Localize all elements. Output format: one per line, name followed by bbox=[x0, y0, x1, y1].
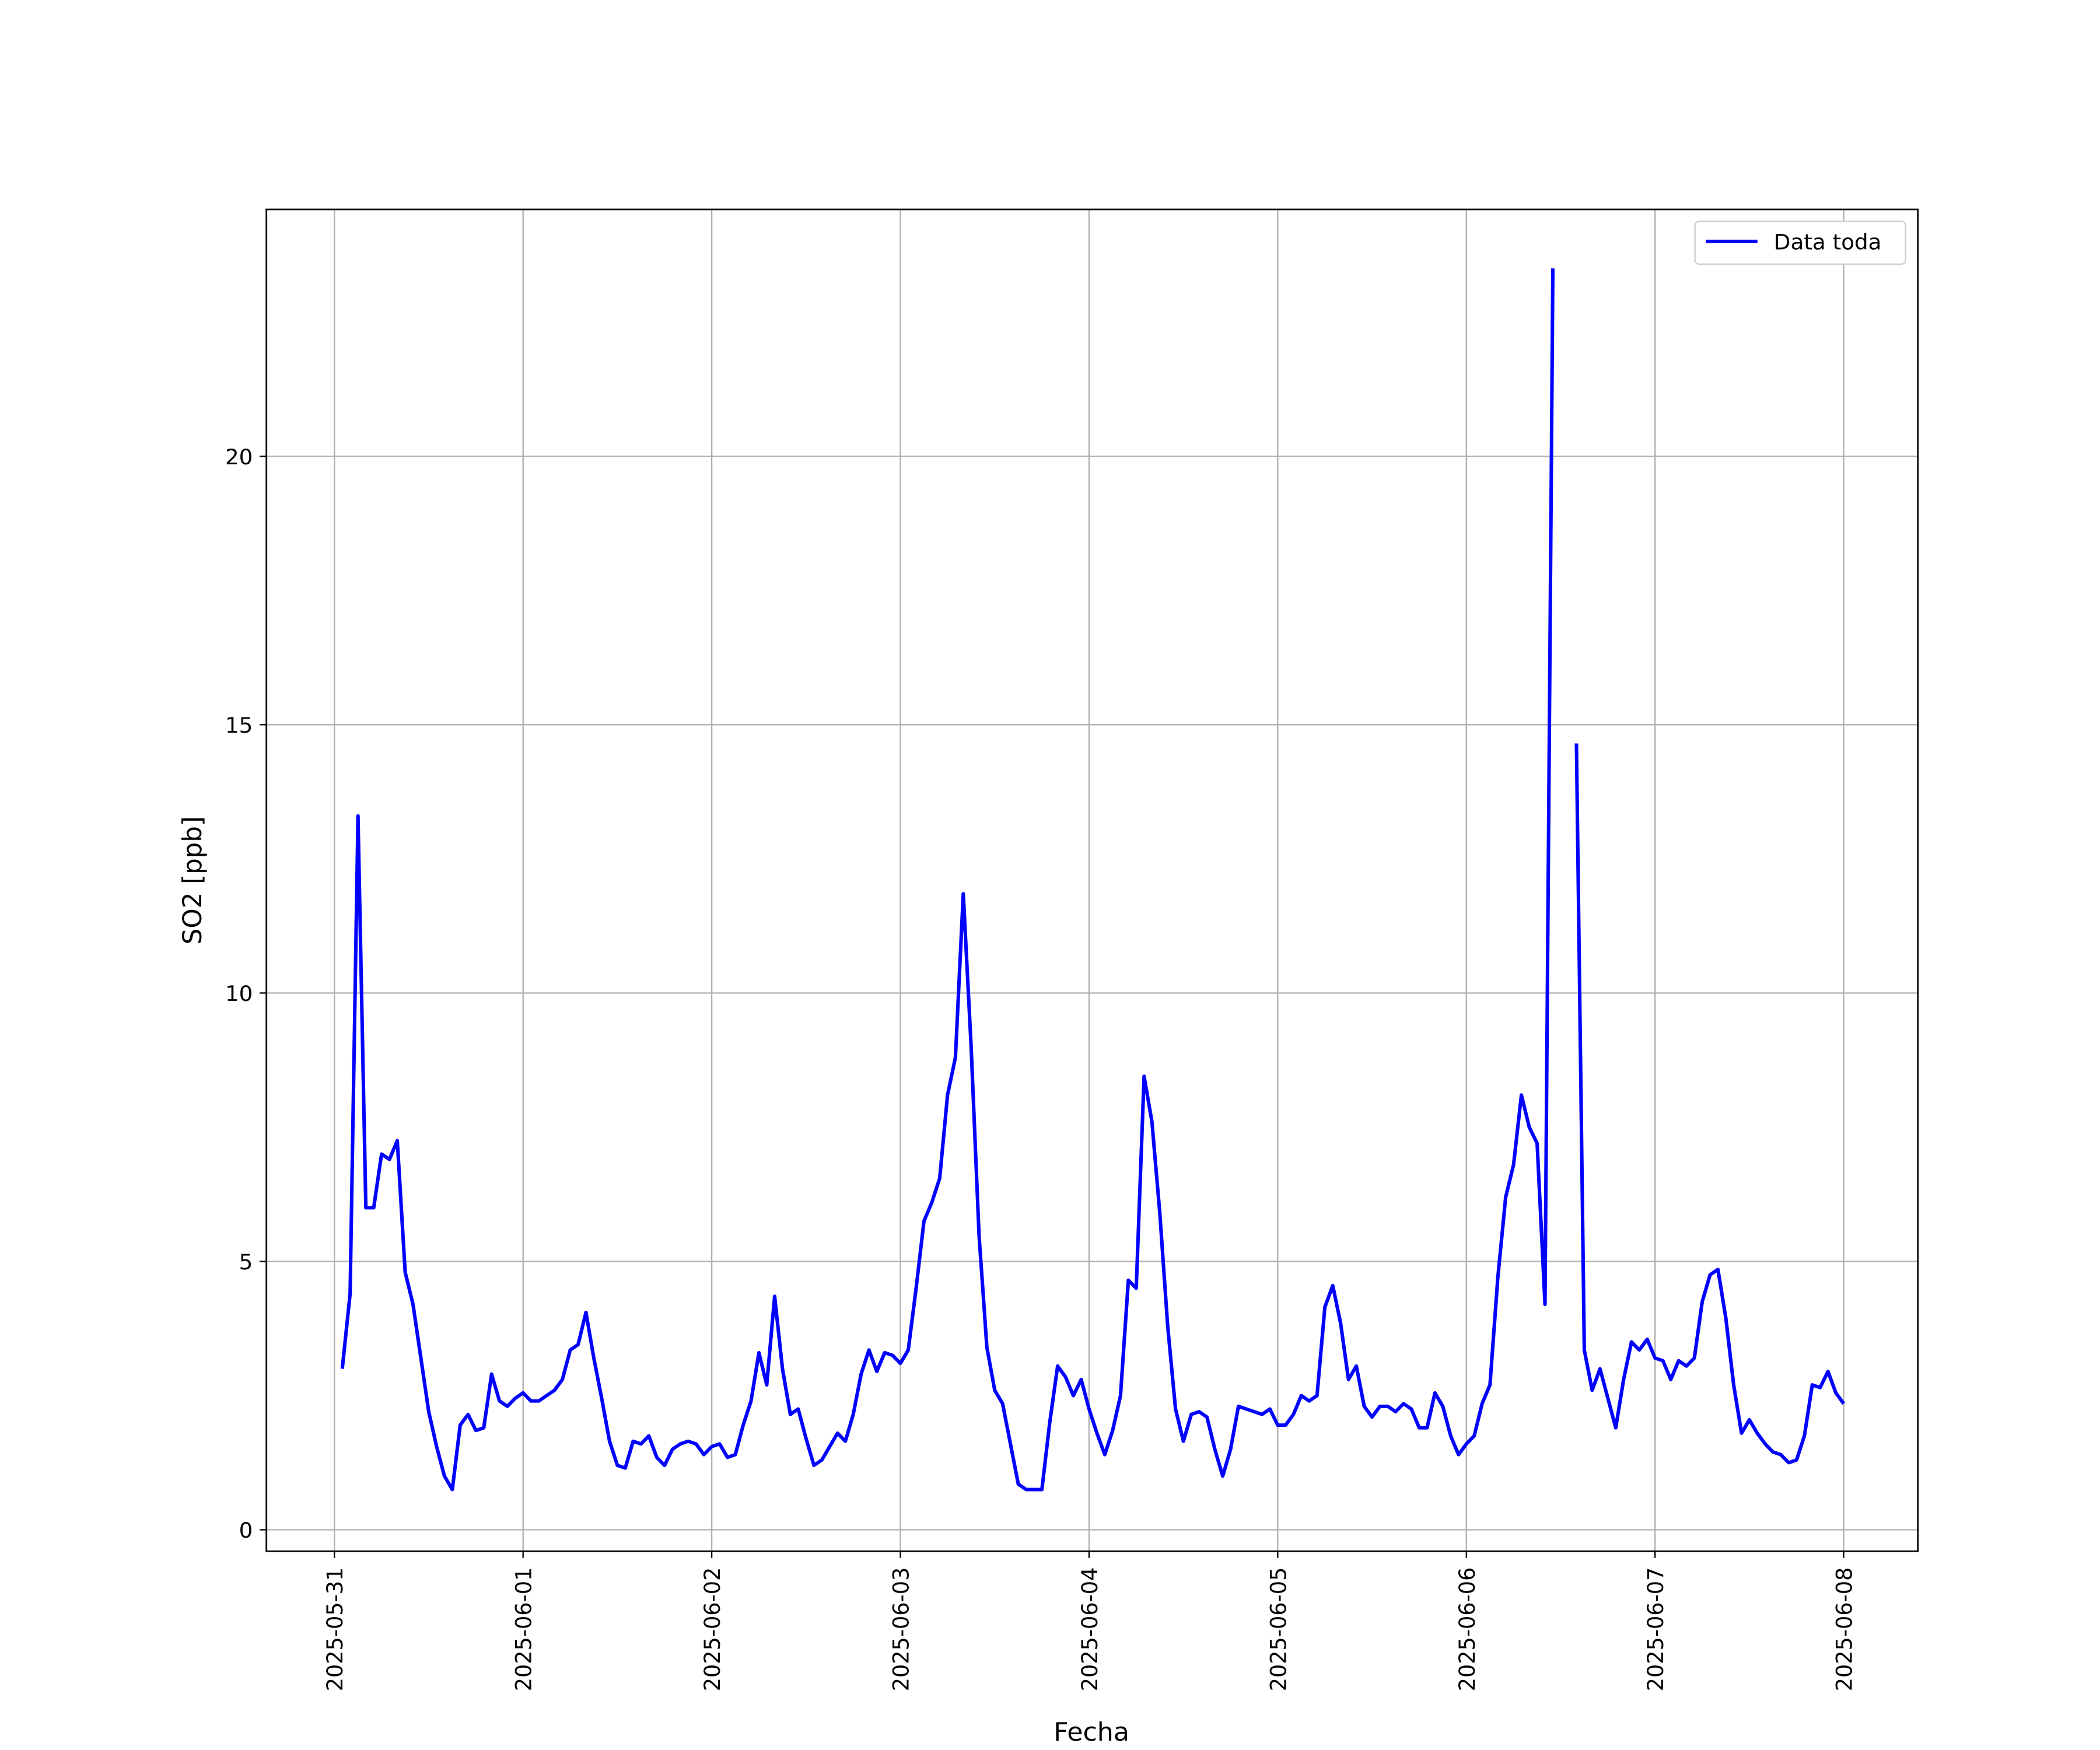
data-line bbox=[340, 268, 1846, 1492]
legend-label: Data toda bbox=[1774, 230, 1882, 255]
x-tick-label: 2025-06-07 bbox=[1643, 1567, 1668, 1692]
plot bbox=[340, 268, 1846, 1492]
x-tick-label: 2025-06-03 bbox=[888, 1567, 914, 1692]
legend: Data toda bbox=[1694, 220, 1906, 265]
y-axis-label: SO2 [ppb] bbox=[177, 816, 207, 944]
x-tick-label: 2025-05-31 bbox=[323, 1567, 348, 1692]
x-tick-label: 2025-06-05 bbox=[1266, 1567, 1291, 1692]
y-tick-label: 0 bbox=[239, 1518, 253, 1544]
y-tick-label: 15 bbox=[225, 713, 253, 738]
y-tick-label: 10 bbox=[225, 981, 253, 1006]
x-tick-label: 2025-06-06 bbox=[1454, 1567, 1479, 1692]
x-tick-label: 2025-06-02 bbox=[700, 1567, 725, 1692]
y-tick-label: 5 bbox=[239, 1250, 253, 1275]
x-axis-label: Fecha bbox=[1054, 1717, 1129, 1747]
x-tick-label: 2025-06-01 bbox=[511, 1567, 536, 1692]
axes-frame bbox=[265, 208, 1919, 1552]
x-tick-label: 2025-06-08 bbox=[1832, 1567, 1857, 1692]
y-tick-label: 20 bbox=[225, 444, 253, 470]
legend-box bbox=[1694, 220, 1906, 265]
grid: 0 5 10 15 20 2025-05-31 2025-06-01 2025-06-02 20… bbox=[225, 209, 1918, 1691]
x-tick-label: 2025-06-04 bbox=[1077, 1567, 1102, 1692]
